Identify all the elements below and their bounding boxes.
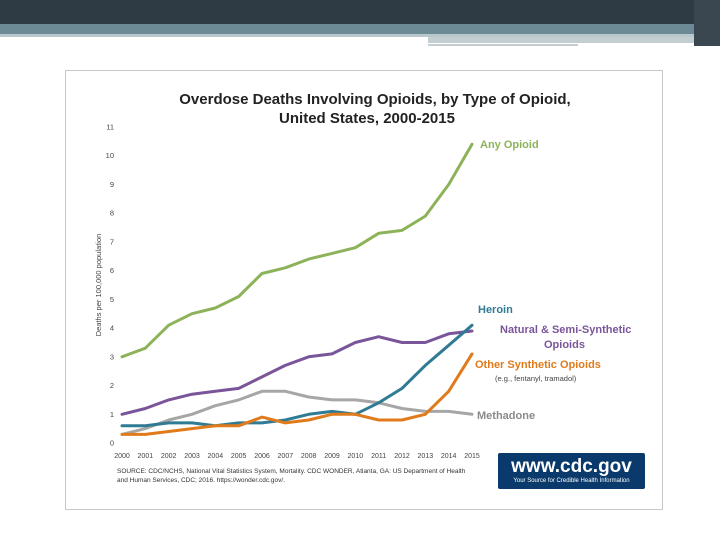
- y-tick-label: 2: [110, 381, 114, 390]
- series-line-any-opioid: [120, 142, 474, 359]
- slide-corner-block: [694, 0, 720, 46]
- y-tick-label: 1: [110, 410, 114, 419]
- y-tick-label: 10: [106, 151, 114, 160]
- x-tick-label: 2009: [324, 453, 340, 460]
- series-line-other-synthetic-opioids: [120, 352, 474, 436]
- x-tick-label: 2006: [254, 453, 270, 460]
- y-tick-label: 0: [110, 439, 114, 448]
- label-heroin: Heroin: [478, 304, 513, 316]
- chart-frame: [65, 70, 663, 510]
- y-tick-label: 9: [110, 180, 114, 189]
- chart-title-line2: United States, 2000-2015: [279, 110, 455, 127]
- x-tick-label: 2002: [161, 453, 177, 460]
- x-tick-label: 2011: [371, 453, 386, 460]
- slide-top-strip: [0, 24, 720, 34]
- x-tick-label: 2001: [138, 453, 154, 460]
- x-tick-label: 2003: [184, 453, 200, 460]
- y-tick-label: 11: [106, 123, 114, 132]
- y-axis-ticks: 0 1 2 3 4 5 6 7 8 9 10 11: [106, 123, 114, 448]
- x-axis-ticks: 2000 2001 2002 2003 2004 2005 2006 2007 2008 2009…: [114, 453, 480, 460]
- slide-top-bar: [0, 0, 720, 24]
- cdc-url: www.cdc.gov: [511, 456, 632, 477]
- slide-corner-line: [428, 44, 578, 46]
- x-tick-label: 2005: [231, 453, 247, 460]
- x-tick-label: 2010: [348, 453, 364, 460]
- chart-source: SOURCE: CDC/NCHS, National Vital Statist…: [117, 468, 497, 485]
- y-axis-label: Deaths per 100,000 population: [94, 234, 103, 337]
- y-tick-label: 5: [110, 295, 114, 304]
- y-tick-label: 3: [110, 352, 114, 361]
- label-natural-1: Natural & Semi-Synthetic: [500, 324, 631, 336]
- y-tick-label: 4: [110, 324, 114, 333]
- source-line-2: and Human Services, CDC; 2016. https://w…: [117, 476, 286, 484]
- x-tick-label: 2008: [301, 453, 317, 460]
- x-tick-label: 2000: [114, 453, 130, 460]
- x-tick-label: 2004: [208, 453, 224, 460]
- slide-corner-accent: [428, 37, 720, 43]
- label-other-note: (e.g., fentanyl, tramadol): [495, 374, 577, 383]
- series-line-heroin: [120, 323, 474, 428]
- x-tick-label: 2007: [278, 453, 294, 460]
- y-tick-label: 6: [110, 266, 114, 275]
- x-tick-label: 2012: [394, 453, 410, 460]
- x-tick-label: 2013: [418, 453, 434, 460]
- cdc-logo-badge: www.cdc.gov Your Source for Credible Hea…: [498, 453, 645, 489]
- label-other-synthetic: Other Synthetic Opioids: [475, 359, 601, 371]
- series-line-natural-semi-synthetic-opioids: [120, 329, 474, 416]
- label-any-opioid: Any Opioid: [480, 139, 539, 151]
- label-methadone: Methadone: [477, 410, 535, 422]
- y-tick-label: 7: [110, 237, 114, 246]
- x-tick-label: 2014: [441, 453, 457, 460]
- cdc-tagline: Your Source for Credible Health Informat…: [513, 478, 630, 484]
- chart-title: Overdose Deaths Involving Opioids, by Ty…: [179, 91, 570, 108]
- series-line-methadone: [120, 389, 474, 436]
- y-tick-label: 8: [110, 209, 114, 218]
- slide-top-strip-light: [0, 34, 720, 37]
- x-tick-label: 2015: [464, 453, 480, 460]
- label-natural-2: Opioids: [544, 339, 585, 351]
- source-line-1: SOURCE: CDC/NCHS, National Vital Statist…: [117, 468, 466, 475]
- series-lines: [120, 142, 474, 436]
